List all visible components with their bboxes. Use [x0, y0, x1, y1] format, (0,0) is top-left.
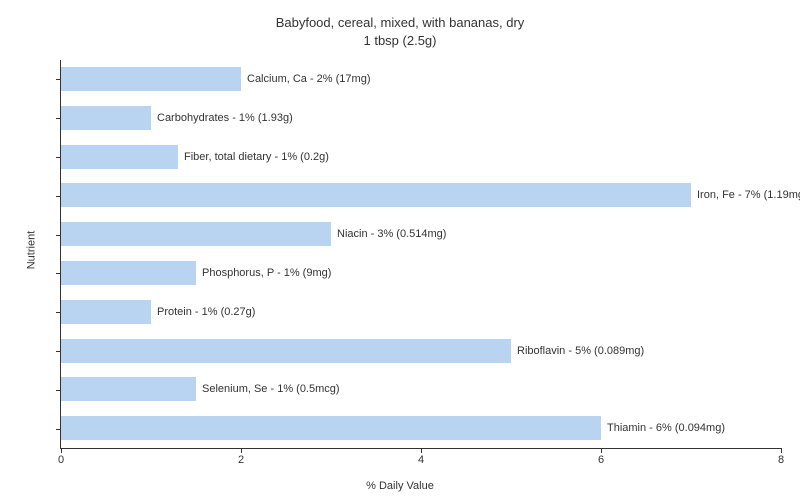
y-tick-mark [56, 196, 61, 197]
bar-label: Phosphorus, P - 1% (9mg) [196, 267, 331, 279]
y-tick-mark [56, 273, 61, 274]
bar: Selenium, Se - 1% (0.5mcg) [61, 377, 196, 401]
x-tick-label: 8 [778, 454, 784, 466]
bar-label: Selenium, Se - 1% (0.5mcg) [196, 383, 340, 395]
bar: Thiamin - 6% (0.094mg) [61, 416, 601, 440]
x-tick-mark [601, 448, 602, 453]
y-tick-mark [56, 312, 61, 313]
x-axis-label: % Daily Value [0, 480, 800, 492]
bar-row: Riboflavin - 5% (0.089mg) [61, 332, 781, 371]
bar-label: Riboflavin - 5% (0.089mg) [511, 345, 644, 357]
bar: Calcium, Ca - 2% (17mg) [61, 67, 241, 91]
x-tick-label: 4 [418, 454, 424, 466]
bar-label: Niacin - 3% (0.514mg) [331, 228, 446, 240]
bar: Protein - 1% (0.27g) [61, 300, 151, 324]
bar-row: Thiamin - 6% (0.094mg) [61, 409, 781, 448]
x-tick-mark [781, 448, 782, 453]
y-tick-mark [56, 351, 61, 352]
y-tick-mark [56, 157, 61, 158]
bar: Iron, Fe - 7% (1.19mg) [61, 183, 691, 207]
bar: Niacin - 3% (0.514mg) [61, 222, 331, 246]
x-tick-label: 2 [238, 454, 244, 466]
bar-row: Iron, Fe - 7% (1.19mg) [61, 176, 781, 215]
x-tick-mark [241, 448, 242, 453]
bar-label: Protein - 1% (0.27g) [151, 306, 255, 318]
bar: Phosphorus, P - 1% (9mg) [61, 261, 196, 285]
bar-row: Carbohydrates - 1% (1.93g) [61, 99, 781, 138]
bar-row: Calcium, Ca - 2% (17mg) [61, 60, 781, 99]
x-tick-mark [61, 448, 62, 453]
title-line-2: 1 tbsp (2.5g) [0, 32, 800, 50]
y-tick-mark [56, 429, 61, 430]
bar: Fiber, total dietary - 1% (0.2g) [61, 145, 178, 169]
bar-label: Carbohydrates - 1% (1.93g) [151, 112, 293, 124]
chart-title: Babyfood, cereal, mixed, with bananas, d… [0, 14, 800, 50]
bar: Riboflavin - 5% (0.089mg) [61, 339, 511, 363]
y-tick-mark [56, 390, 61, 391]
y-tick-mark [56, 79, 61, 80]
y-tick-mark [56, 118, 61, 119]
x-tick-mark [421, 448, 422, 453]
x-tick-label: 6 [598, 454, 604, 466]
plot-area: Calcium, Ca - 2% (17mg) Carbohydrates - 1… [60, 60, 781, 449]
y-tick-mark [56, 235, 61, 236]
y-axis-label: Nutrient [25, 231, 37, 270]
bar-label: Fiber, total dietary - 1% (0.2g) [178, 151, 329, 163]
bar-row: Selenium, Se - 1% (0.5mcg) [61, 370, 781, 409]
x-tick-label: 0 [58, 454, 64, 466]
bar-row: Fiber, total dietary - 1% (0.2g) [61, 138, 781, 177]
title-line-1: Babyfood, cereal, mixed, with bananas, d… [0, 14, 800, 32]
chart-container: Babyfood, cereal, mixed, with bananas, d… [0, 0, 800, 500]
bar-row: Phosphorus, P - 1% (9mg) [61, 254, 781, 293]
bar-label: Calcium, Ca - 2% (17mg) [241, 73, 370, 85]
bar-label: Thiamin - 6% (0.094mg) [601, 422, 725, 434]
bar-row: Niacin - 3% (0.514mg) [61, 215, 781, 254]
bar-row: Protein - 1% (0.27g) [61, 293, 781, 332]
bar-label: Iron, Fe - 7% (1.19mg) [691, 189, 800, 201]
bar: Carbohydrates - 1% (1.93g) [61, 106, 151, 130]
